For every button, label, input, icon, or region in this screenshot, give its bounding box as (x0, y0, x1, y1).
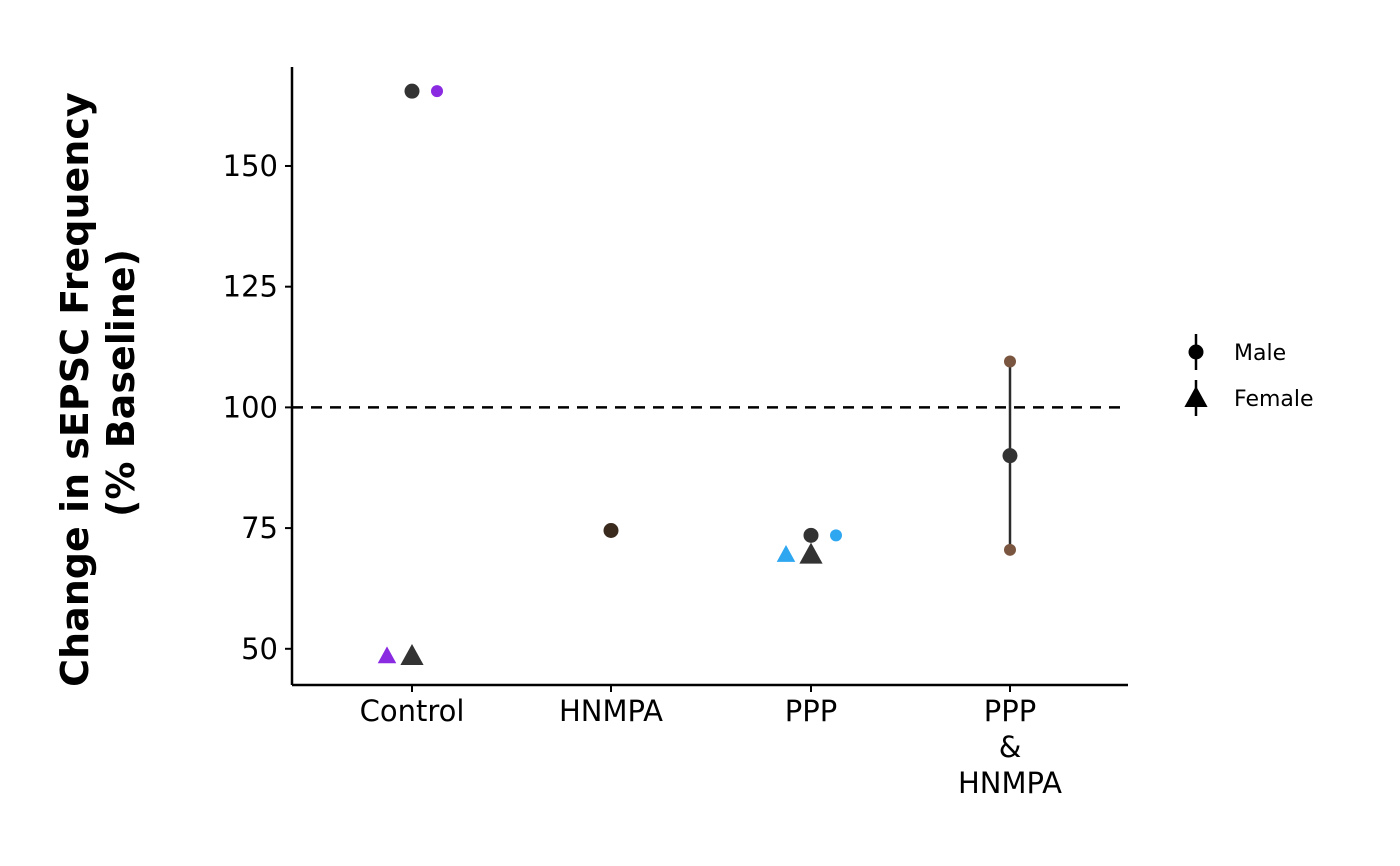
y-tick-label: 125 (223, 270, 278, 304)
data-point-female (799, 542, 823, 564)
x-tick-label-line: PPP (984, 694, 1036, 728)
data-point-female (400, 644, 424, 666)
data-point-male (404, 83, 420, 99)
x-tick-label-line: & (999, 730, 1022, 764)
data-point-male (603, 523, 619, 538)
x-tick-label-line: HNMPA (559, 694, 663, 728)
x-tick-label-line: HNMPA (958, 766, 1062, 800)
y-tick-label: 50 (241, 632, 278, 666)
y-axis-title-line-1: Change in sEPSC Frequency (53, 92, 97, 687)
y-axis-title-line-2: (% Baseline) (99, 249, 143, 517)
data-point-male (830, 529, 842, 542)
legend-key-triangle (1184, 386, 1208, 407)
x-tick-label-line: Control (360, 694, 465, 728)
y-tick-label: 100 (223, 390, 278, 424)
x-tick-label-control: Control (360, 694, 465, 728)
data-point-male (1004, 543, 1016, 556)
y-tick-labels: 50 75 100 125 150 (223, 149, 292, 666)
data-point-male (1002, 448, 1018, 464)
plot-marks (292, 83, 1128, 666)
x-tick-labels: Control HNMPA PPP PPP & HNMPA (360, 685, 1062, 800)
y-tick-label: 150 (223, 149, 278, 183)
x-tick-label-hnmpa: HNMPA (559, 694, 663, 728)
x-tick-label-line: PPP (785, 694, 837, 728)
y-axis-title: Change in sEPSC Frequency (% Baseline) (53, 79, 143, 687)
x-tick-label-ppp: PPP (785, 694, 837, 728)
data-point-female (377, 646, 397, 664)
data-point-male (803, 527, 819, 543)
legend: Male Female (1184, 334, 1314, 416)
y-tick-label: 75 (241, 511, 278, 545)
data-point-female (776, 545, 796, 562)
data-point-male (1004, 355, 1016, 368)
data-point-male (431, 85, 443, 98)
x-tick-label-ppp-hnmpa: PPP & HNMPA (958, 694, 1062, 800)
legend-label-male: Male (1234, 341, 1286, 366)
legend-key-circle (1188, 344, 1204, 360)
axes (290, 67, 1128, 687)
legend-label-female: Female (1234, 387, 1314, 412)
